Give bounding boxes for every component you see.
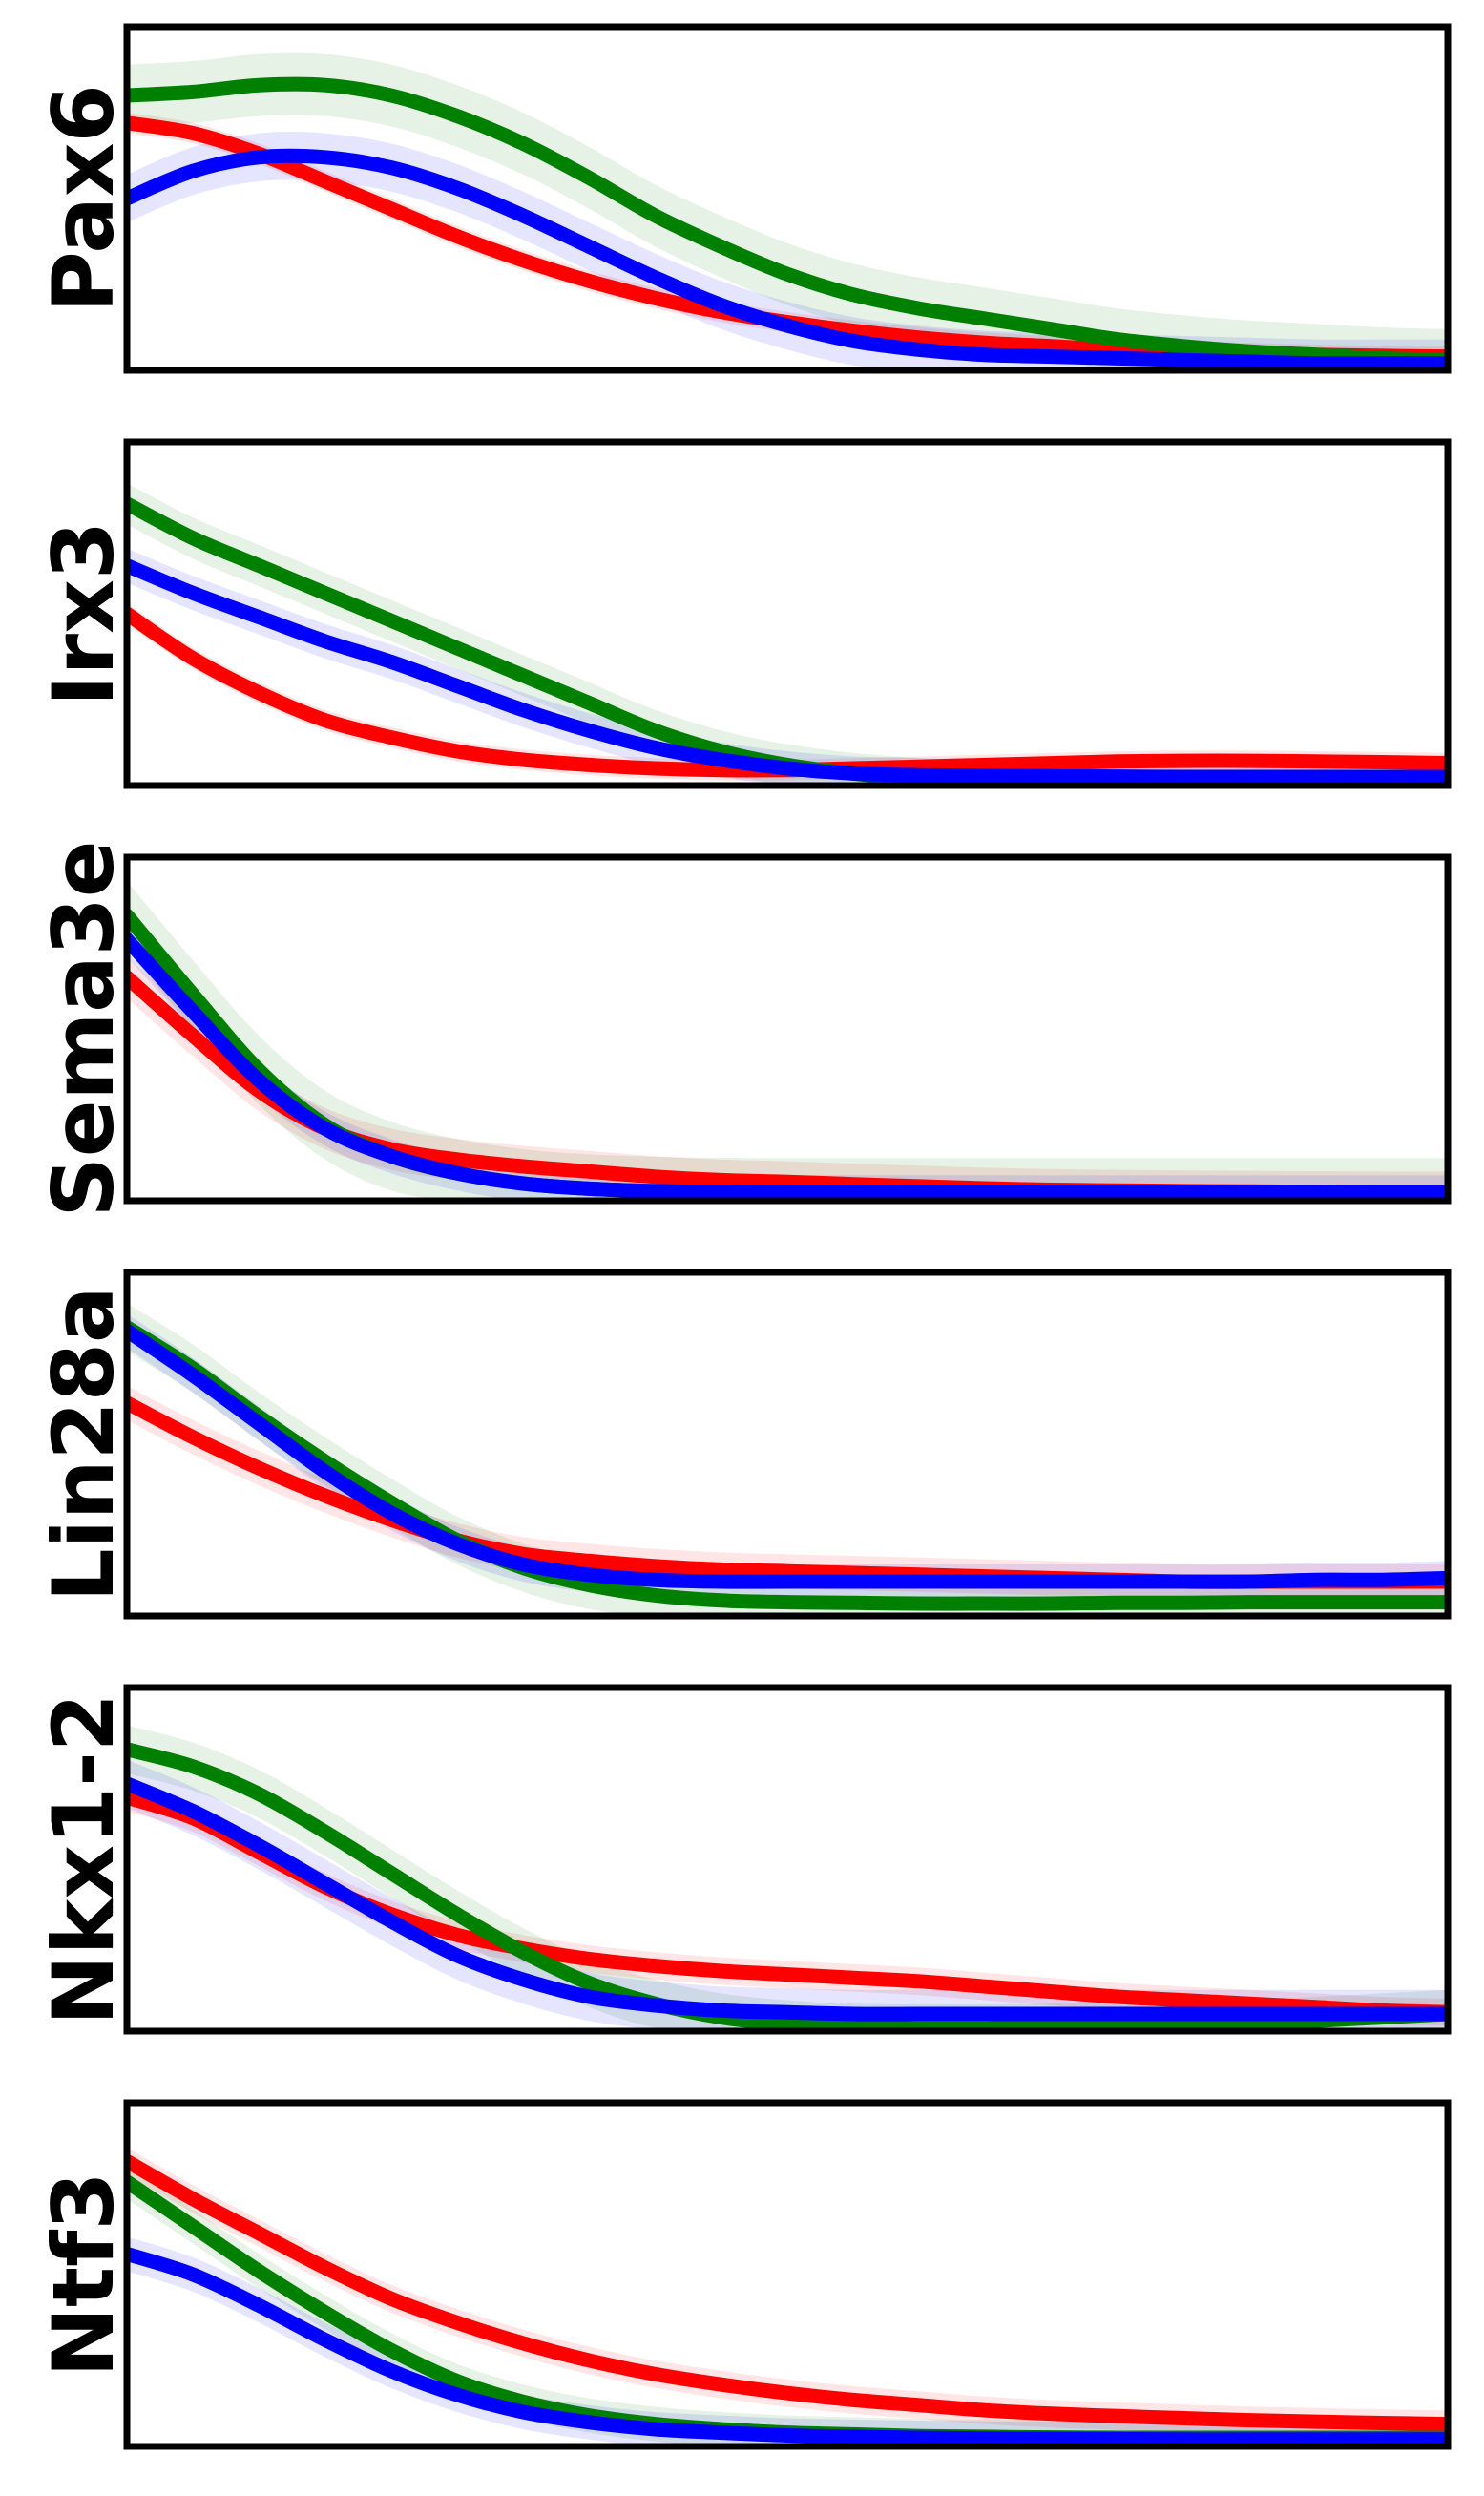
series-line-1: [127, 1742, 1448, 2031]
confidence-band-2: [127, 1759, 1448, 2031]
panel-ntf3: Ntf3: [34, 2099, 1452, 2450]
panel-frame: [123, 853, 1452, 1205]
series-line-2: [127, 1776, 1448, 2022]
panel-frame: [123, 1269, 1452, 1620]
plot-area: [127, 52, 1448, 370]
y-axis-label: Sema3e: [34, 840, 133, 1217]
y-axis-label: Irx3: [34, 521, 133, 706]
plot-area: [127, 1303, 1448, 1616]
series-line-2: [127, 148, 1448, 370]
panel-frame: [123, 1684, 1452, 2035]
panel-lin28a: Lin28a: [34, 1269, 1452, 1620]
confidence-band-1: [127, 881, 1448, 1201]
plot-area: [127, 1725, 1448, 2031]
panel-nkx1-2: Nkx1-2: [34, 1684, 1452, 2035]
series-line-2: [127, 932, 1448, 1200]
series-line-1: [127, 76, 1448, 367]
panel-frame: [123, 23, 1452, 374]
confidence-band-1: [127, 52, 1448, 370]
plot-area: [127, 881, 1448, 1201]
series-line-0: [127, 2153, 1448, 2432]
panel-sema3e: Sema3e: [34, 840, 1452, 1218]
panel-frame: [123, 2099, 1452, 2450]
y-axis-label: Nkx1-2: [34, 1693, 133, 2025]
panel-frame: [123, 438, 1452, 789]
series-line-2: [127, 1323, 1448, 1589]
y-axis-label: Ntf3: [34, 2171, 133, 2377]
series-line-1: [127, 1320, 1448, 1611]
panel-irx3: Irx3: [34, 438, 1452, 789]
confidence-band-0: [127, 956, 1448, 1201]
confidence-band-2: [127, 1313, 1448, 1600]
plot-area: [127, 2147, 1448, 2446]
plot-area: [127, 483, 1448, 786]
confidence-band-1: [127, 483, 1448, 786]
y-axis-label: Pax6: [34, 84, 133, 313]
series-line-2: [127, 558, 1448, 785]
panel-pax6: Pax6: [34, 23, 1452, 374]
series-line-2: [127, 2246, 1448, 2446]
y-axis-label: Lin28a: [34, 1287, 133, 1603]
